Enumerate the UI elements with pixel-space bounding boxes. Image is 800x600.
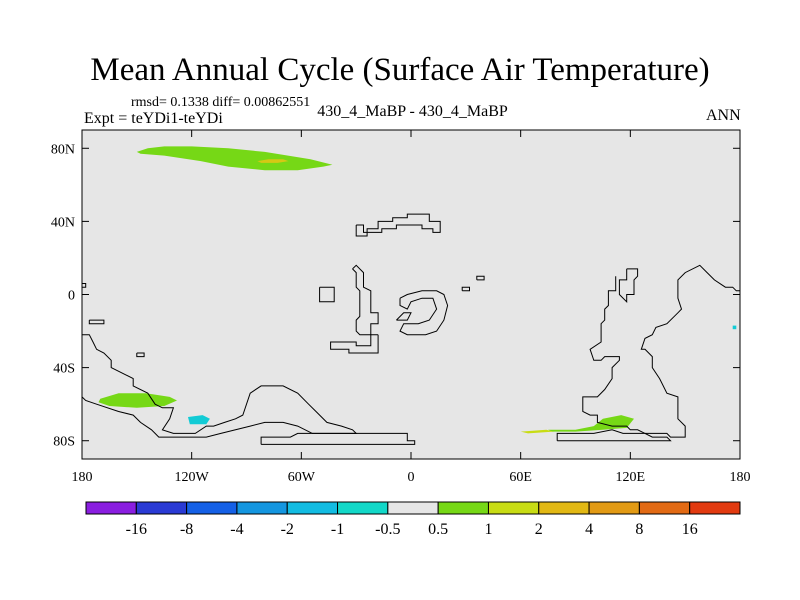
- x-tick-label: 180: [730, 470, 751, 485]
- colorbar-swatch: [85, 501, 137, 515]
- colorbar-label: -2: [281, 521, 294, 538]
- x-tick-label: 0: [408, 470, 415, 485]
- x-tick-label: 60E: [509, 470, 532, 485]
- colorbar-swatch: [286, 501, 339, 515]
- small-island-south-pacific: [88, 319, 105, 325]
- colorbar-swatch: [588, 501, 640, 515]
- south-pacific-green-anomaly: [98, 393, 177, 408]
- colorbar-swatch: [638, 501, 691, 515]
- arctic-yellow-anomaly: [257, 159, 289, 163]
- colorbar-label: -4: [230, 521, 243, 538]
- x-tick-label: 180: [72, 470, 93, 485]
- east-pacific-cyan-speck: [732, 325, 737, 330]
- colorbar-swatch: [437, 501, 489, 515]
- colorbar-label: 4: [585, 521, 593, 538]
- y-tick-label: 0: [68, 289, 75, 304]
- colorbar-swatch: [689, 501, 741, 515]
- colorbar-label: 2: [535, 521, 543, 538]
- central-landmass-coast: [399, 290, 449, 336]
- y-tick-label: 80S: [53, 435, 75, 450]
- colorbar-label: 0.5: [428, 521, 448, 538]
- southeast-asia-inlet: [618, 268, 639, 304]
- colorbar-label: 16: [682, 521, 698, 538]
- colorbar-swatch: [387, 501, 439, 515]
- x-axis: 180 120W 60W 0 60E 120E 180: [72, 130, 751, 485]
- x-tick-label: 60W: [288, 470, 316, 485]
- rmsd-diff-stats: rmsd= 0.1338 diff= 0.00862551: [131, 95, 311, 110]
- south-pacific-cyan-anomaly: [188, 415, 210, 425]
- small-island-east-b: [476, 275, 485, 281]
- small-coastline-b: [330, 334, 379, 354]
- colorbar-label: 8: [635, 521, 643, 538]
- antarctic-coast-yellow-anomaly: [520, 429, 554, 434]
- colorbar-label: 1: [484, 521, 492, 538]
- y-tick-label: 40S: [53, 362, 75, 377]
- season-label: ANN: [706, 107, 741, 124]
- colorbar-label: -0.5: [375, 521, 400, 538]
- arctic-green-anomaly: [136, 146, 333, 171]
- y-axis: 80N 40N 0 40S 80S: [51, 142, 740, 450]
- colorbar-label: -1: [331, 521, 344, 538]
- y-tick-label: 40N: [51, 215, 75, 230]
- colorbar-label: -16: [126, 521, 147, 538]
- y-tick-label: 80N: [51, 142, 75, 157]
- small-island-east-a: [461, 286, 470, 292]
- colorbar-swatch: [135, 501, 188, 515]
- x-tick-label: 120W: [175, 470, 210, 485]
- x-tick-label: 120E: [616, 470, 646, 485]
- small-island-south-pacific-b: [136, 352, 145, 358]
- colorbar-swatch: [538, 501, 590, 515]
- colorbar-swatch: [487, 501, 540, 515]
- chart-title: Mean Annual Cycle (Surface Air Temperatu…: [90, 52, 710, 88]
- antarctic-coast-east: [556, 429, 672, 442]
- colorbar-swatch: [186, 501, 238, 515]
- antarctic-coast-green-anomaly: [548, 415, 634, 432]
- greenland-coast: [355, 213, 441, 237]
- south-pacific-coast: [81, 334, 358, 438]
- west-landmass-coast: [352, 264, 379, 336]
- north-atlantic-island: [319, 286, 335, 303]
- case-difference-label: 430_4_MaBP - 430_4_MaBP: [317, 103, 508, 120]
- colorbar-swatch: [236, 501, 288, 515]
- experiment-label: Expt = teYDi1-teYDi: [84, 110, 223, 127]
- far-west-coast: [82, 283, 87, 288]
- colorbar-label: -8: [180, 521, 193, 538]
- colorbar: -16 -8 -4 -2 -1 -0.5 0.5 1 2 4 8 16: [85, 501, 741, 538]
- asia-south-coast: [582, 264, 740, 438]
- colorbar-swatch: [337, 501, 389, 515]
- coastlines: [81, 213, 740, 445]
- plot-background: [82, 130, 740, 459]
- anomaly-regions: [98, 146, 737, 434]
- small-coastline-a: [396, 312, 412, 321]
- antarctic-coast: [260, 432, 416, 445]
